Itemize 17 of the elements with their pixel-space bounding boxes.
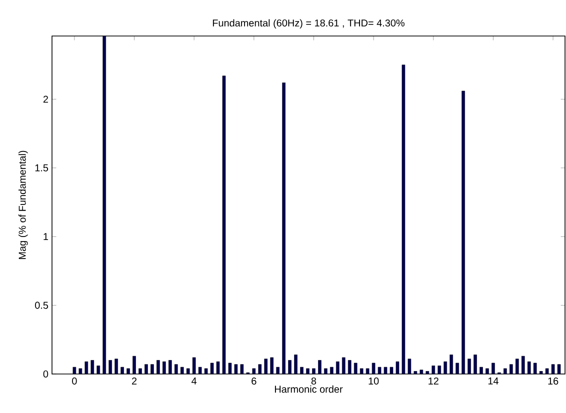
x-tick-label: 6 <box>252 378 256 385</box>
x-tick-label: 14 <box>488 378 498 384</box>
x-tick-label: 2 <box>132 378 137 384</box>
y-tick-label: 1 <box>44 233 48 240</box>
x-tick-label: 4 <box>192 378 197 384</box>
x-tick-label: 16 <box>548 378 558 385</box>
x-tick-label: 8 <box>311 378 316 385</box>
y-tick-label: 0.5 <box>35 302 48 309</box>
chart-title: Fundamental (60Hz) = 18.61 , THD= 4.30% <box>212 19 404 28</box>
y-tick-label: 1.5 <box>35 164 48 172</box>
y-tick-label: 0 <box>43 370 48 378</box>
x-tick-label: 0 <box>72 378 77 385</box>
x-axis-title: Harmonic order <box>274 385 343 393</box>
y-tick-label: 2 <box>43 96 48 103</box>
x-tick-label: 12 <box>428 378 438 384</box>
x-tick-label: 10 <box>368 378 379 385</box>
y-axis-title: Mag (% of Fundamental) <box>18 150 28 260</box>
